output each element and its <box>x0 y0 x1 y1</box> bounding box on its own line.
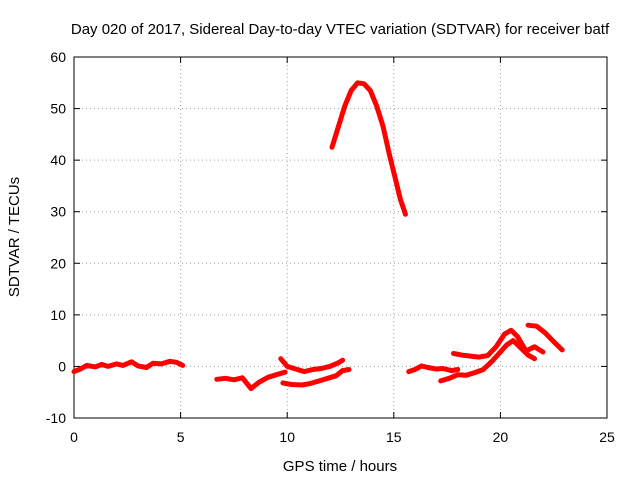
series-segment-5 <box>329 80 408 217</box>
series-segment-4 <box>280 367 352 388</box>
series-segment-2 <box>214 369 288 392</box>
y-tick-label: -10 <box>46 410 66 426</box>
data-series <box>71 80 565 392</box>
series-segment-3 <box>278 356 346 375</box>
series-segment-8 <box>451 327 546 360</box>
chart-title: Day 020 of 2017, Sidereal Day-to-day VTE… <box>71 21 610 38</box>
y-tick-label: 50 <box>50 101 66 117</box>
series-segment-9 <box>525 322 565 353</box>
x-tick-label: 25 <box>599 429 615 445</box>
x-axis-label: GPS time / hours <box>283 458 397 475</box>
y-tick-label: 40 <box>50 152 66 168</box>
x-tick-label: 10 <box>279 429 295 445</box>
x-tick-label: 5 <box>177 429 185 445</box>
y-tick-label: 30 <box>50 204 66 220</box>
y-tick-label: 20 <box>50 255 66 271</box>
y-axis-label: SDTVAR / TECUs <box>6 177 23 297</box>
grid-lines <box>74 57 607 418</box>
x-tick-label: 0 <box>70 429 78 445</box>
y-tick-label: 0 <box>58 358 66 374</box>
y-tick-label: 60 <box>50 49 66 65</box>
series-segment-7 <box>438 338 537 384</box>
x-tick-label: 15 <box>386 429 402 445</box>
series-segment-1 <box>71 358 186 375</box>
plot-frame <box>73 56 608 419</box>
x-tick-label: 20 <box>493 429 509 445</box>
y-tick-label: 10 <box>50 307 66 323</box>
series-segment-6 <box>406 363 461 375</box>
